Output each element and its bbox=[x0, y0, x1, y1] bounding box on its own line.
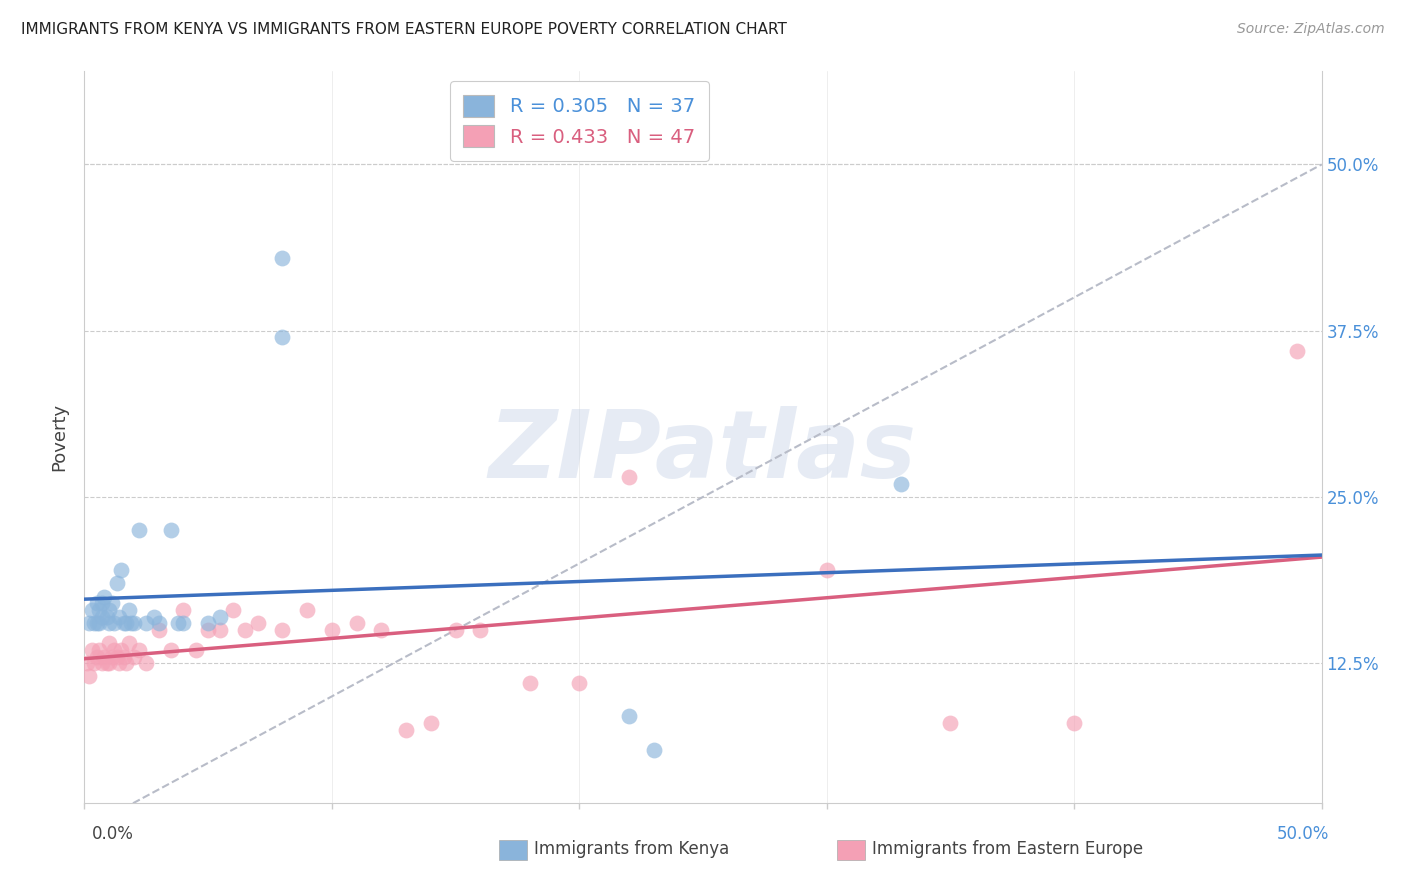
Point bbox=[80, 643, 103, 657]
Point bbox=[108, 609, 131, 624]
Point bbox=[76, 656, 98, 670]
Point bbox=[103, 643, 125, 657]
Text: Immigrants from Eastern Europe: Immigrants from Eastern Europe bbox=[872, 840, 1143, 858]
Point bbox=[246, 616, 269, 631]
Text: ZIPatlas: ZIPatlas bbox=[489, 406, 917, 498]
Point bbox=[100, 649, 122, 664]
Point bbox=[86, 649, 108, 664]
Point bbox=[135, 656, 157, 670]
Point bbox=[98, 603, 121, 617]
Point bbox=[395, 723, 418, 737]
Point bbox=[115, 656, 138, 670]
Point bbox=[321, 623, 343, 637]
Point bbox=[79, 616, 101, 631]
Point bbox=[135, 616, 157, 631]
Point bbox=[122, 616, 145, 631]
Text: Source: ZipAtlas.com: Source: ZipAtlas.com bbox=[1237, 22, 1385, 37]
Point bbox=[1285, 343, 1308, 358]
Point bbox=[295, 603, 318, 617]
Point bbox=[271, 251, 294, 265]
Point bbox=[1063, 716, 1085, 731]
Point bbox=[197, 623, 219, 637]
Point bbox=[90, 596, 112, 610]
Point bbox=[93, 590, 115, 604]
Point bbox=[96, 656, 118, 670]
Point bbox=[98, 636, 121, 650]
Point bbox=[148, 616, 170, 631]
Point bbox=[519, 676, 541, 690]
Point bbox=[209, 623, 232, 637]
Point bbox=[890, 476, 912, 491]
Point bbox=[96, 609, 118, 624]
Point bbox=[108, 656, 131, 670]
Text: Immigrants from Kenya: Immigrants from Kenya bbox=[534, 840, 730, 858]
Point bbox=[815, 563, 838, 577]
Point bbox=[939, 716, 962, 731]
Point bbox=[98, 656, 121, 670]
Point bbox=[197, 616, 219, 631]
Point bbox=[89, 603, 111, 617]
Point bbox=[80, 603, 103, 617]
Point bbox=[110, 643, 132, 657]
Point bbox=[643, 742, 665, 756]
Point bbox=[184, 643, 207, 657]
Point bbox=[93, 649, 115, 664]
Legend: R = 0.305   N = 37, R = 0.433   N = 47: R = 0.305 N = 37, R = 0.433 N = 47 bbox=[450, 81, 709, 161]
Point bbox=[98, 616, 121, 631]
Point bbox=[142, 609, 165, 624]
Point bbox=[115, 616, 138, 631]
Point bbox=[86, 616, 108, 631]
Point bbox=[118, 603, 141, 617]
Point bbox=[370, 623, 392, 637]
Point bbox=[233, 623, 256, 637]
Point bbox=[110, 563, 132, 577]
Point bbox=[568, 676, 591, 690]
Point bbox=[148, 623, 170, 637]
Point bbox=[90, 656, 112, 670]
Point bbox=[89, 643, 111, 657]
Point bbox=[160, 523, 183, 537]
Point bbox=[128, 523, 150, 537]
Point bbox=[128, 643, 150, 657]
Point bbox=[100, 596, 122, 610]
Point bbox=[122, 649, 145, 664]
Y-axis label: Poverty: Poverty bbox=[51, 403, 69, 471]
Point bbox=[83, 656, 105, 670]
Point bbox=[346, 616, 368, 631]
Point bbox=[160, 643, 183, 657]
Point bbox=[90, 609, 112, 624]
Point bbox=[271, 330, 294, 344]
Point bbox=[105, 649, 128, 664]
Point bbox=[617, 470, 640, 484]
Point bbox=[222, 603, 245, 617]
Point bbox=[118, 636, 141, 650]
Point bbox=[112, 649, 135, 664]
Point bbox=[617, 709, 640, 723]
Point bbox=[172, 603, 194, 617]
Point bbox=[105, 576, 128, 591]
Text: 50.0%: 50.0% bbox=[1277, 825, 1329, 843]
Text: IMMIGRANTS FROM KENYA VS IMMIGRANTS FROM EASTERN EUROPE POVERTY CORRELATION CHAR: IMMIGRANTS FROM KENYA VS IMMIGRANTS FROM… bbox=[21, 22, 787, 37]
Point bbox=[271, 623, 294, 637]
Point bbox=[172, 616, 194, 631]
Point bbox=[444, 623, 467, 637]
Point bbox=[419, 716, 441, 731]
Point bbox=[83, 616, 105, 631]
Point bbox=[103, 616, 125, 631]
Point bbox=[86, 596, 108, 610]
Point bbox=[470, 623, 492, 637]
Text: 0.0%: 0.0% bbox=[91, 825, 134, 843]
Point bbox=[167, 616, 190, 631]
Point bbox=[89, 616, 111, 631]
Point bbox=[120, 616, 142, 631]
Point bbox=[209, 609, 232, 624]
Point bbox=[79, 669, 101, 683]
Point bbox=[112, 616, 135, 631]
